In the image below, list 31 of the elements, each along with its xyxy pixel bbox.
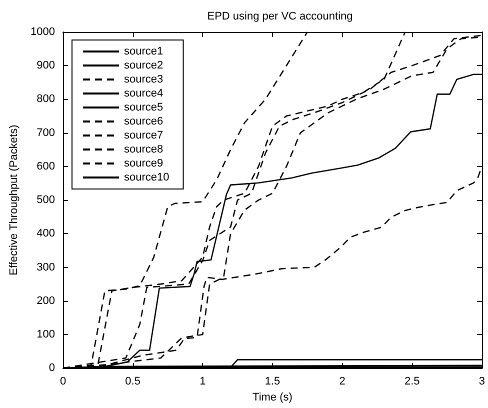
y-tick-label: 800 <box>36 93 55 106</box>
legend-label: source2 <box>124 60 164 72</box>
legend-label: source1 <box>124 46 164 58</box>
legend-label: source6 <box>124 116 164 128</box>
legend-label: source10 <box>124 172 170 184</box>
legend-label: source7 <box>124 130 164 142</box>
x-tick-label: 0 <box>60 376 66 388</box>
y-tick-label: 500 <box>36 194 55 206</box>
y-axis-title: Effective Throughput (Packets) <box>8 124 20 276</box>
y-tick-label: 100 <box>36 328 55 340</box>
legend-label: source9 <box>124 158 164 170</box>
x-tick-label: 2 <box>339 376 346 388</box>
y-tick-label: 300 <box>36 261 55 274</box>
y-tick-label: 600 <box>36 160 55 172</box>
y-tick-label: 1000 <box>30 26 55 38</box>
y-tick-label: 700 <box>36 126 55 139</box>
x-axis-title: Time (s) <box>252 392 292 404</box>
legend-label: source5 <box>124 102 164 114</box>
y-tick-label: 400 <box>36 228 55 240</box>
legend-label: source3 <box>124 74 164 86</box>
legend-label: source8 <box>124 144 164 156</box>
x-tick-label: 1.5 <box>264 376 280 388</box>
y-tick-label: 900 <box>36 60 55 72</box>
legend-label: source4 <box>124 88 164 100</box>
x-tick-label: 2.5 <box>404 376 420 388</box>
y-tick-label: 0 <box>48 362 55 374</box>
x-tick-label: 1 <box>200 376 206 388</box>
chart-title: EPD using per VC accounting <box>207 10 353 22</box>
x-tick-label: 0.5 <box>125 376 140 388</box>
y-tick-label: 200 <box>36 294 55 307</box>
x-tick-label: 3 <box>478 376 486 388</box>
